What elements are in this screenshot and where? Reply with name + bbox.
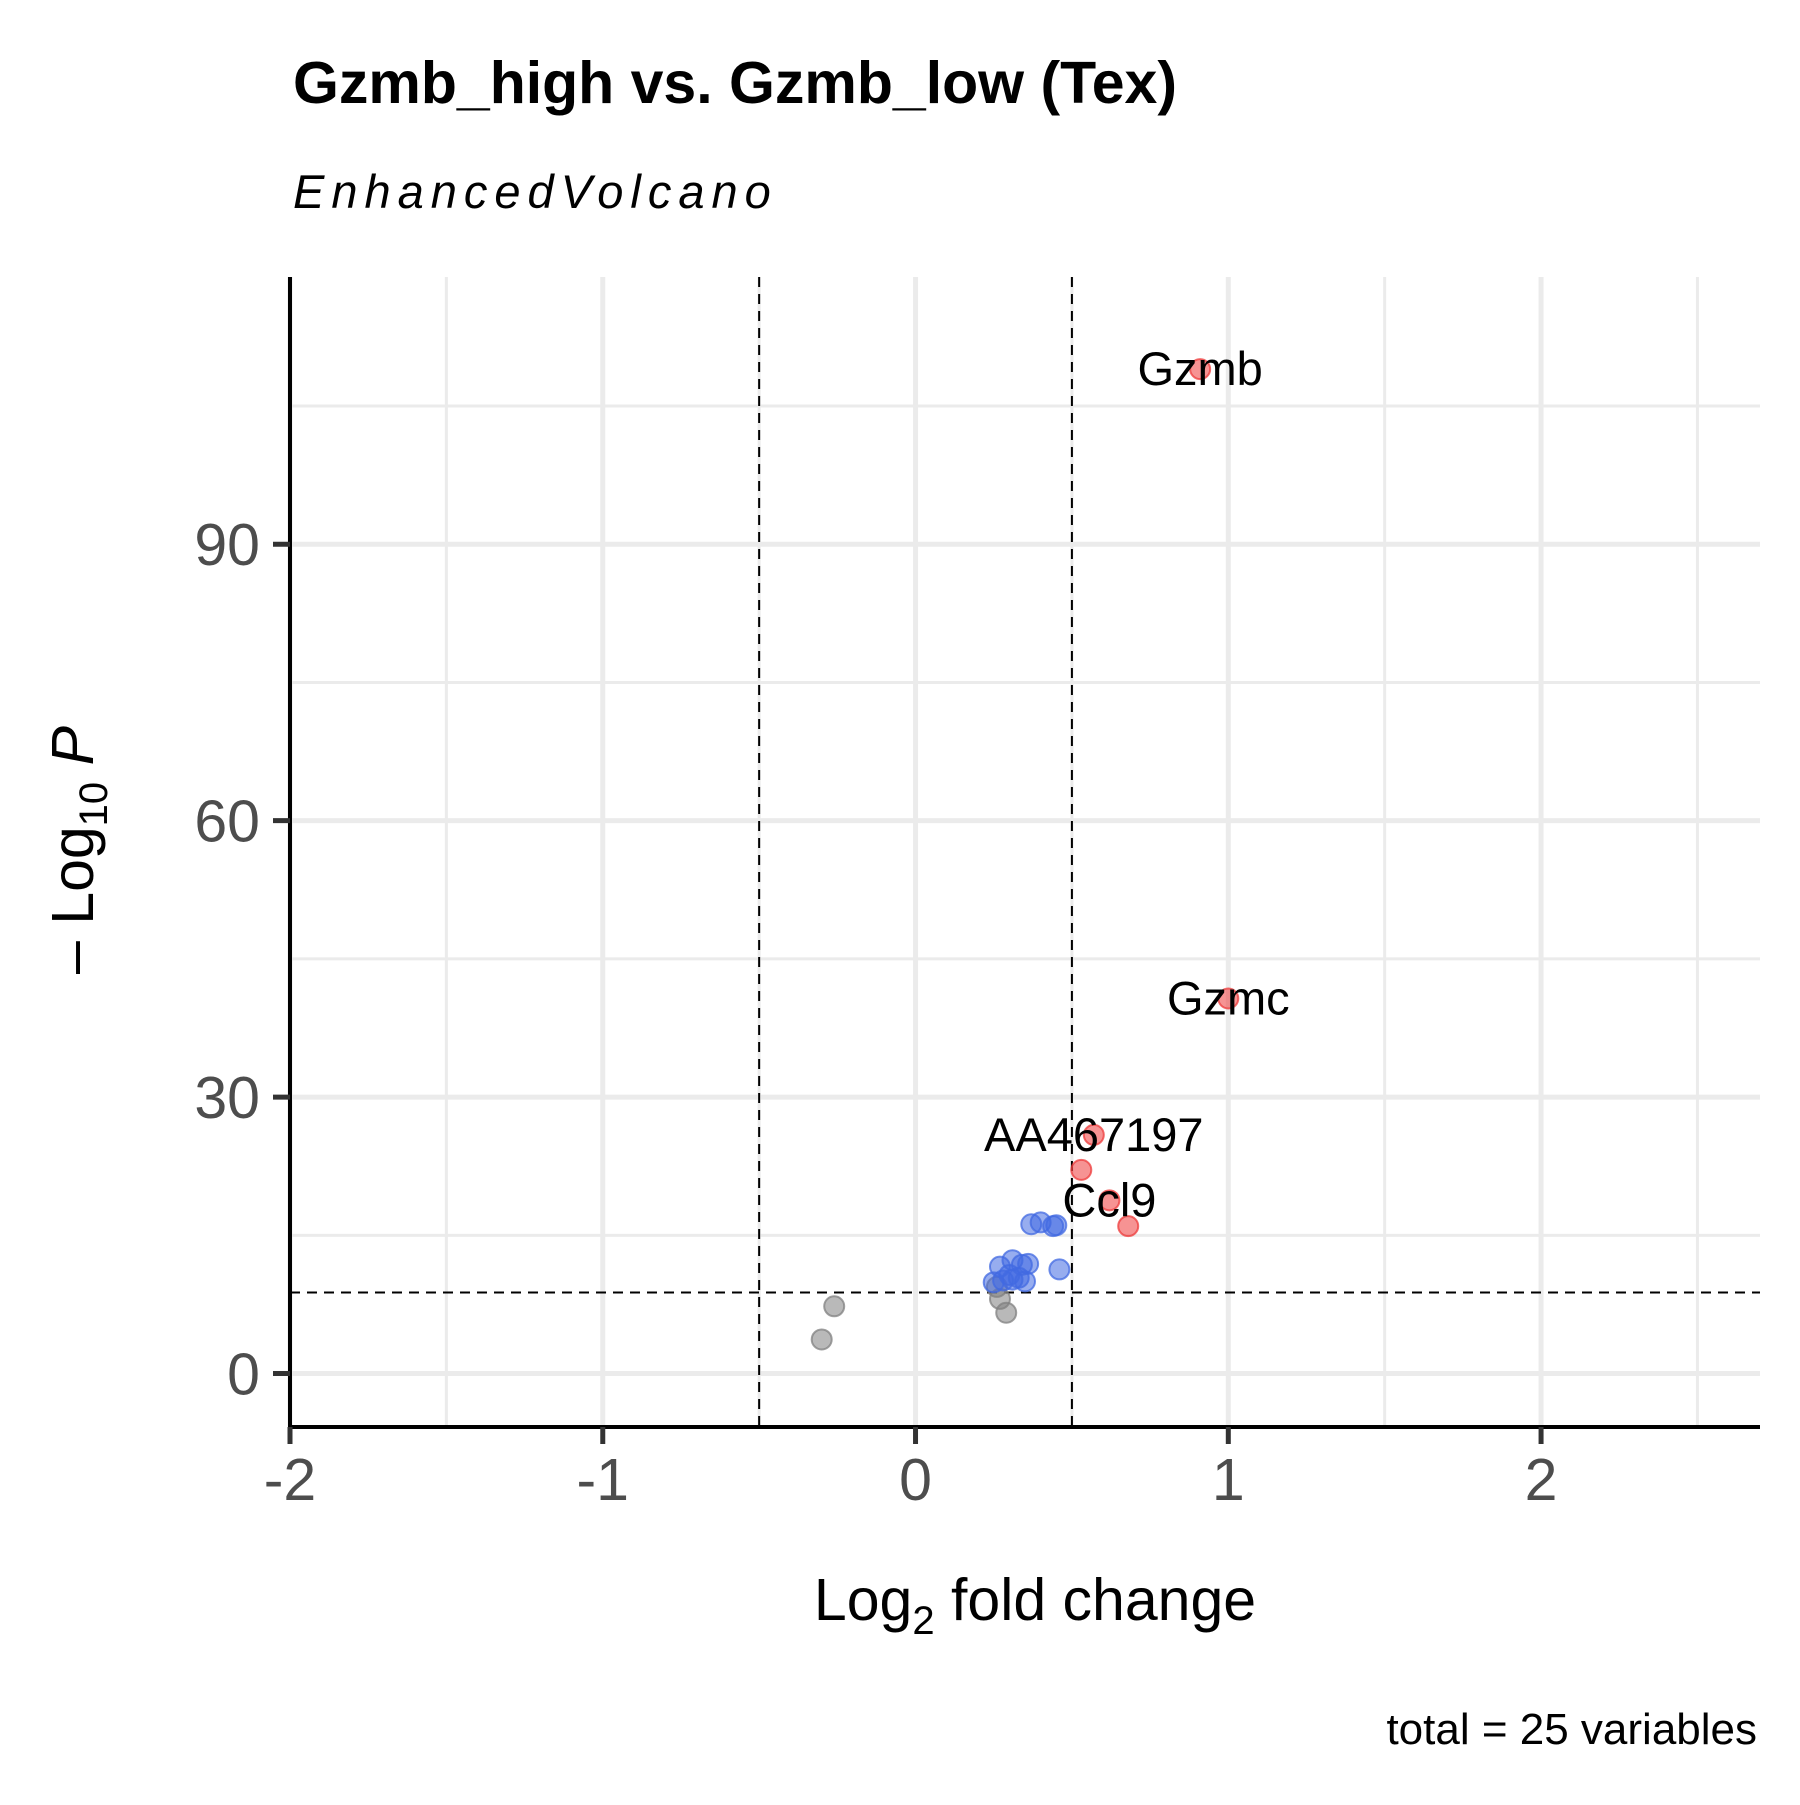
point-labels: Gzmb Gzmc AA467197 Ccl9: [984, 342, 1290, 1226]
y-axis-label-subscript: 10: [72, 782, 116, 827]
data-point-p_and_log2fc: [1082, 1123, 1105, 1146]
y-tick-label: 30: [194, 1065, 260, 1131]
data-point-ns: [995, 1301, 1018, 1324]
x-tick-label: 2: [1525, 1447, 1558, 1513]
y-tick-label: 90: [194, 512, 260, 578]
y-axis-label-main: – Log: [40, 826, 106, 974]
data-point-p_and_log2fc: [1117, 1215, 1140, 1238]
data-point-p: [1014, 1270, 1036, 1293]
grid-layer: [287, 277, 1760, 1427]
points-layer: [810, 358, 1240, 1351]
x-axis-label-main: Log: [814, 1567, 912, 1633]
data-point-p_and_log2fc: [1070, 1158, 1093, 1181]
x-axis-label-rest: fold change: [935, 1567, 1256, 1633]
x-tick-label: -2: [264, 1447, 316, 1513]
y-axis-label: – Log10 P: [40, 726, 116, 974]
x-tick-label: 0: [899, 1447, 932, 1513]
data-point-p: [1048, 1258, 1071, 1281]
x-axis-label-subscript: 2: [912, 1599, 934, 1643]
point-label: Gzmc: [1167, 972, 1290, 1025]
y-tick-label: 60: [194, 789, 260, 855]
data-point-ns: [810, 1328, 833, 1351]
data-point-p_and_log2fc: [1189, 358, 1212, 381]
point-label: Ccl9: [1062, 1173, 1156, 1226]
tick-labels: -2 -1 0 1 2 0 30 60 90: [194, 512, 1557, 1513]
y-tick-label: 0: [227, 1342, 260, 1408]
chart-title: Gzmb_high vs. Gzmb_low (Tex): [293, 50, 1177, 116]
chart-subtitle: EnhancedVolcano: [293, 165, 778, 218]
y-axis-label-gap: [40, 765, 106, 781]
data-point-p_and_log2fc: [1098, 1189, 1121, 1212]
y-axis-label-italic: P: [40, 726, 106, 765]
axes: [273, 277, 1760, 1444]
x-axis-label: Log2 fold change: [814, 1567, 1256, 1643]
cutoff-lines: [290, 277, 1760, 1427]
caption: total = 25 variables: [1386, 1705, 1757, 1754]
x-tick-label: 1: [1212, 1447, 1245, 1513]
data-point-ns: [823, 1295, 846, 1318]
data-point-p: [1045, 1214, 1068, 1237]
point-label: Gzmb: [1137, 342, 1262, 395]
data-point-p_and_log2fc: [1217, 987, 1240, 1010]
point-label: AA467197: [984, 1108, 1204, 1161]
x-tick-label: -1: [577, 1447, 629, 1513]
